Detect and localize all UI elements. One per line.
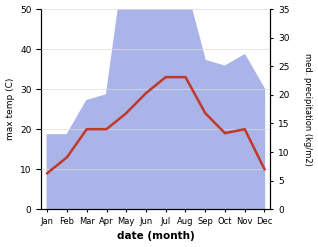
Y-axis label: med. precipitation (kg/m2): med. precipitation (kg/m2): [303, 53, 313, 165]
Y-axis label: max temp (C): max temp (C): [5, 78, 15, 140]
X-axis label: date (month): date (month): [117, 231, 195, 242]
